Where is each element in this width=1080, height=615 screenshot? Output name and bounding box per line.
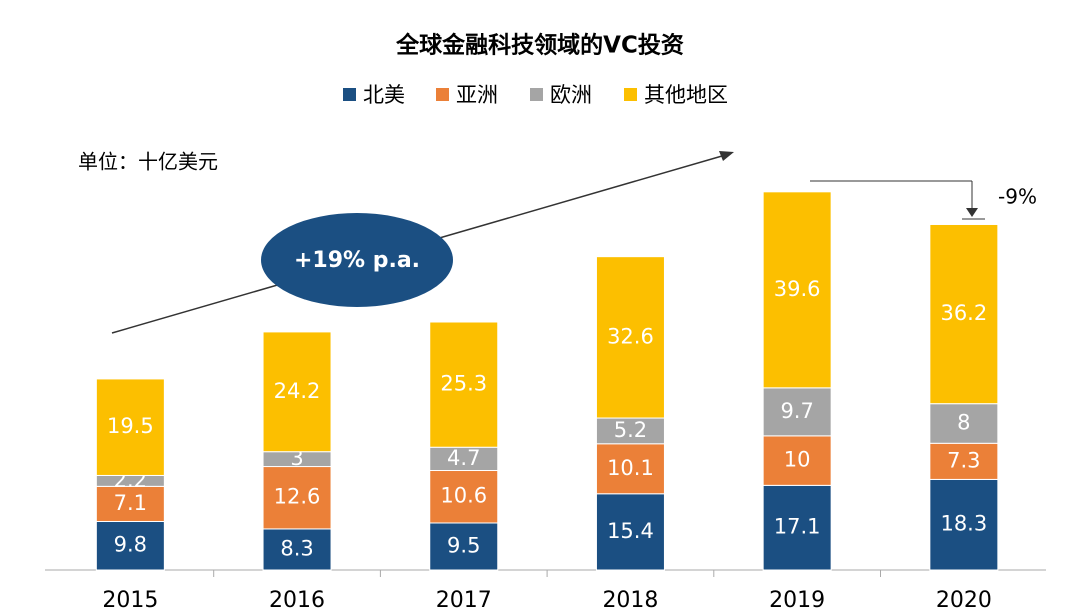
value-label: 5.2 bbox=[614, 418, 647, 442]
legend-label: 欧洲 bbox=[550, 83, 592, 107]
bar-segment bbox=[95, 520, 165, 571]
legend-label: 其他地区 bbox=[644, 83, 728, 107]
arrow-head bbox=[966, 208, 978, 217]
value-label: 19.5 bbox=[107, 414, 154, 438]
value-label: 8 bbox=[957, 410, 970, 434]
value-label: 36.2 bbox=[940, 301, 987, 325]
bar-segment bbox=[595, 256, 665, 419]
legend-swatch bbox=[436, 88, 449, 101]
value-label: 4.7 bbox=[447, 446, 480, 470]
bar-segment bbox=[929, 223, 999, 405]
value-label: 25.3 bbox=[440, 372, 487, 396]
legend-swatch bbox=[343, 88, 356, 101]
bar-segment bbox=[95, 485, 165, 522]
bar-segment bbox=[929, 403, 999, 444]
value-label: 18.3 bbox=[940, 512, 987, 536]
value-label: 7.3 bbox=[947, 448, 980, 472]
value-label: 12.6 bbox=[274, 485, 321, 509]
x-tick-label: 2016 bbox=[269, 588, 325, 613]
value-label: 39.6 bbox=[774, 277, 821, 301]
value-label: 17.1 bbox=[774, 515, 821, 539]
bar-segment bbox=[762, 191, 832, 389]
unit-note: 单位：十亿美元 bbox=[78, 150, 218, 174]
value-label: 7.1 bbox=[114, 491, 147, 515]
value-label: 9.5 bbox=[447, 533, 480, 557]
chart-title: 全球金融科技领域的VC投资 bbox=[395, 32, 684, 59]
change-label: -9% bbox=[998, 185, 1037, 209]
value-label: 10.1 bbox=[607, 456, 654, 480]
bar-segment bbox=[262, 528, 332, 571]
x-tick-label: 2018 bbox=[602, 588, 658, 613]
value-label: 15.4 bbox=[607, 519, 654, 543]
value-label: 9.7 bbox=[780, 399, 813, 423]
legend-label: 亚洲 bbox=[456, 83, 498, 107]
bar-segment bbox=[595, 443, 665, 495]
bar-segment bbox=[595, 417, 665, 445]
bar-segment bbox=[595, 493, 665, 571]
bar-segment bbox=[429, 522, 499, 571]
growth-label: +19% p.a. bbox=[294, 248, 420, 273]
bar-segment bbox=[95, 378, 165, 476]
x-tick-label: 2015 bbox=[102, 588, 158, 613]
value-label: 8.3 bbox=[280, 536, 313, 560]
value-label: 32.6 bbox=[607, 324, 654, 348]
value-label: 10.6 bbox=[440, 484, 487, 508]
bar-segment bbox=[929, 478, 999, 571]
bar-segment bbox=[929, 442, 999, 480]
value-label: 10 bbox=[784, 448, 811, 472]
bar-segment bbox=[762, 484, 832, 571]
bar-segment bbox=[429, 470, 499, 524]
bar-segment bbox=[429, 321, 499, 448]
arrow-head bbox=[719, 151, 734, 161]
bar-segment bbox=[262, 331, 332, 453]
x-tick-label: 2019 bbox=[769, 588, 825, 613]
legend-label: 北美 bbox=[363, 83, 405, 107]
legend-swatch bbox=[624, 88, 637, 101]
x-tick-label: 2020 bbox=[936, 588, 992, 613]
x-tick-label: 2017 bbox=[436, 588, 492, 613]
value-label: 9.8 bbox=[114, 533, 147, 557]
growth-ellipse bbox=[261, 213, 453, 307]
value-label: 24.2 bbox=[274, 379, 321, 403]
legend-swatch bbox=[530, 88, 543, 101]
